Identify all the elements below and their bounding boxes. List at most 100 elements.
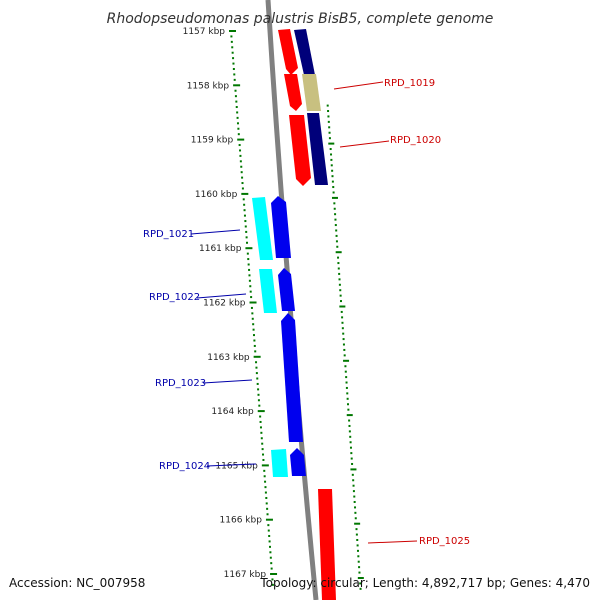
gene-label-rpd-1020[interactable]: RPD_1020 <box>390 135 441 146</box>
feature-red-1[interactable] <box>278 29 298 75</box>
inner-minor-tick <box>266 513 269 516</box>
inner-minor-tick <box>257 399 260 402</box>
inner-minor-tick <box>255 372 258 375</box>
outer-minor-tick <box>334 218 337 221</box>
outer-minor-tick <box>347 408 350 411</box>
inner-minor-tick <box>239 160 242 163</box>
gene-label-rpd-1022[interactable]: RPD_1022 <box>149 292 200 303</box>
inner-minor-tick <box>270 562 273 565</box>
leader-rpd-1025 <box>367 540 418 544</box>
outer-minor-tick <box>348 419 351 422</box>
leader-rpd-1024 <box>206 463 257 467</box>
inner-minor-tick <box>263 469 266 472</box>
inner-minor-tick <box>256 377 259 380</box>
inner-minor-tick <box>261 442 264 445</box>
outer-major-tick <box>346 414 353 417</box>
inner-minor-tick <box>257 388 260 391</box>
outer-minor-tick <box>351 473 354 476</box>
outer-minor-tick <box>341 327 344 330</box>
gene-label-rpd-1024[interactable]: RPD_1024 <box>159 461 210 472</box>
inner-minor-tick <box>253 339 256 342</box>
leader-rpd-1021 <box>190 229 241 235</box>
outer-minor-tick <box>330 164 333 167</box>
inner-minor-tick <box>252 328 255 331</box>
feature-cyan-2[interactable] <box>259 269 277 313</box>
outer-minor-tick <box>335 240 338 243</box>
outer-minor-tick <box>336 245 339 248</box>
gene-label-rpd-1023[interactable]: RPD_1023 <box>155 378 206 389</box>
inner-minor-tick <box>239 154 242 157</box>
outer-minor-tick <box>328 137 331 140</box>
inner-minor-tick <box>249 290 252 293</box>
outer-minor-tick <box>352 484 355 487</box>
inner-minor-tick <box>234 89 237 92</box>
outer-minor-tick <box>334 224 337 227</box>
feature-red-2[interactable] <box>284 74 302 111</box>
feature-cyan-3[interactable] <box>271 449 288 477</box>
inner-minor-tick <box>248 279 251 282</box>
feature-blue-4[interactable] <box>290 448 306 476</box>
outer-minor-tick <box>350 452 353 455</box>
inner-minor-tick <box>244 220 247 223</box>
inner-minor-tick <box>238 144 241 147</box>
inner-minor-tick <box>236 111 239 114</box>
outer-minor-tick <box>326 104 329 107</box>
gene-label-rpd-1025[interactable]: RPD_1025 <box>419 536 470 547</box>
outer-minor-tick <box>357 555 360 558</box>
inner-major-tick <box>237 138 245 141</box>
tick-label: 1162 kbp <box>203 299 246 309</box>
map-title: Rhodopseudomonas palustris BisB5, comple… <box>107 11 494 27</box>
feature-red-4[interactable] <box>318 489 336 600</box>
outer-minor-tick <box>349 441 352 444</box>
outer-major-tick <box>357 577 364 579</box>
inner-minor-tick <box>239 149 242 152</box>
feature-blue-1[interactable] <box>271 196 291 258</box>
outer-minor-tick <box>342 338 345 341</box>
inner-major-tick <box>249 301 257 304</box>
outer-minor-tick <box>350 457 353 460</box>
inner-minor-tick <box>248 274 251 277</box>
accession-text: Accession: NC_007958 <box>9 576 145 590</box>
outer-minor-tick <box>355 533 358 536</box>
inner-minor-tick <box>230 40 233 43</box>
tick-label: 1159 kbp <box>191 136 234 146</box>
outer-minor-tick <box>332 191 335 194</box>
outer-minor-tick <box>359 582 362 585</box>
feature-blue-3[interactable] <box>281 313 303 442</box>
inner-minor-tick <box>251 312 254 315</box>
tick-label: 1161 kbp <box>199 244 242 254</box>
inner-minor-tick <box>231 51 234 54</box>
outer-minor-tick <box>338 278 341 281</box>
tick-label: 1165 kbp <box>215 461 258 471</box>
gene-label-rpd-1019[interactable]: RPD_1019 <box>384 78 435 89</box>
inner-minor-tick <box>247 263 250 266</box>
gene-labels: RPD_1019 RPD_1020 RPD_1021 RPD_1022 RPD_… <box>143 78 470 547</box>
feature-red-3[interactable] <box>289 115 311 186</box>
inner-minor-tick <box>233 78 236 81</box>
outer-minor-tick <box>352 479 355 482</box>
feature-cyan-1[interactable] <box>252 197 273 260</box>
outer-minor-tick <box>330 153 333 156</box>
outer-minor-tick <box>354 511 357 514</box>
outer-minor-tick <box>337 262 340 265</box>
outer-minor-tick <box>342 343 345 346</box>
gene-label-rpd-1021[interactable]: RPD_1021 <box>143 229 194 240</box>
outer-minor-tick <box>335 229 338 232</box>
inner-major-tick <box>265 518 273 521</box>
outer-minor-tick <box>349 446 352 449</box>
inner-minor-tick <box>240 165 243 168</box>
outer-minor-tick <box>343 354 346 357</box>
feature-khaki-1[interactable] <box>302 74 321 111</box>
feature-blue-2[interactable] <box>278 268 295 311</box>
outer-minor-tick <box>351 462 354 465</box>
outer-minor-tick <box>347 403 350 406</box>
inner-minor-tick <box>245 230 248 233</box>
inner-major-tick <box>229 30 236 32</box>
outer-major-tick <box>328 142 335 145</box>
outer-minor-tick <box>345 381 348 384</box>
inner-minor-tick <box>265 496 268 499</box>
feature-navy-2[interactable] <box>307 113 328 185</box>
tick-label: 1158 kbp <box>187 81 230 91</box>
inner-minor-tick <box>259 415 262 418</box>
feature-navy-1[interactable] <box>294 29 315 75</box>
